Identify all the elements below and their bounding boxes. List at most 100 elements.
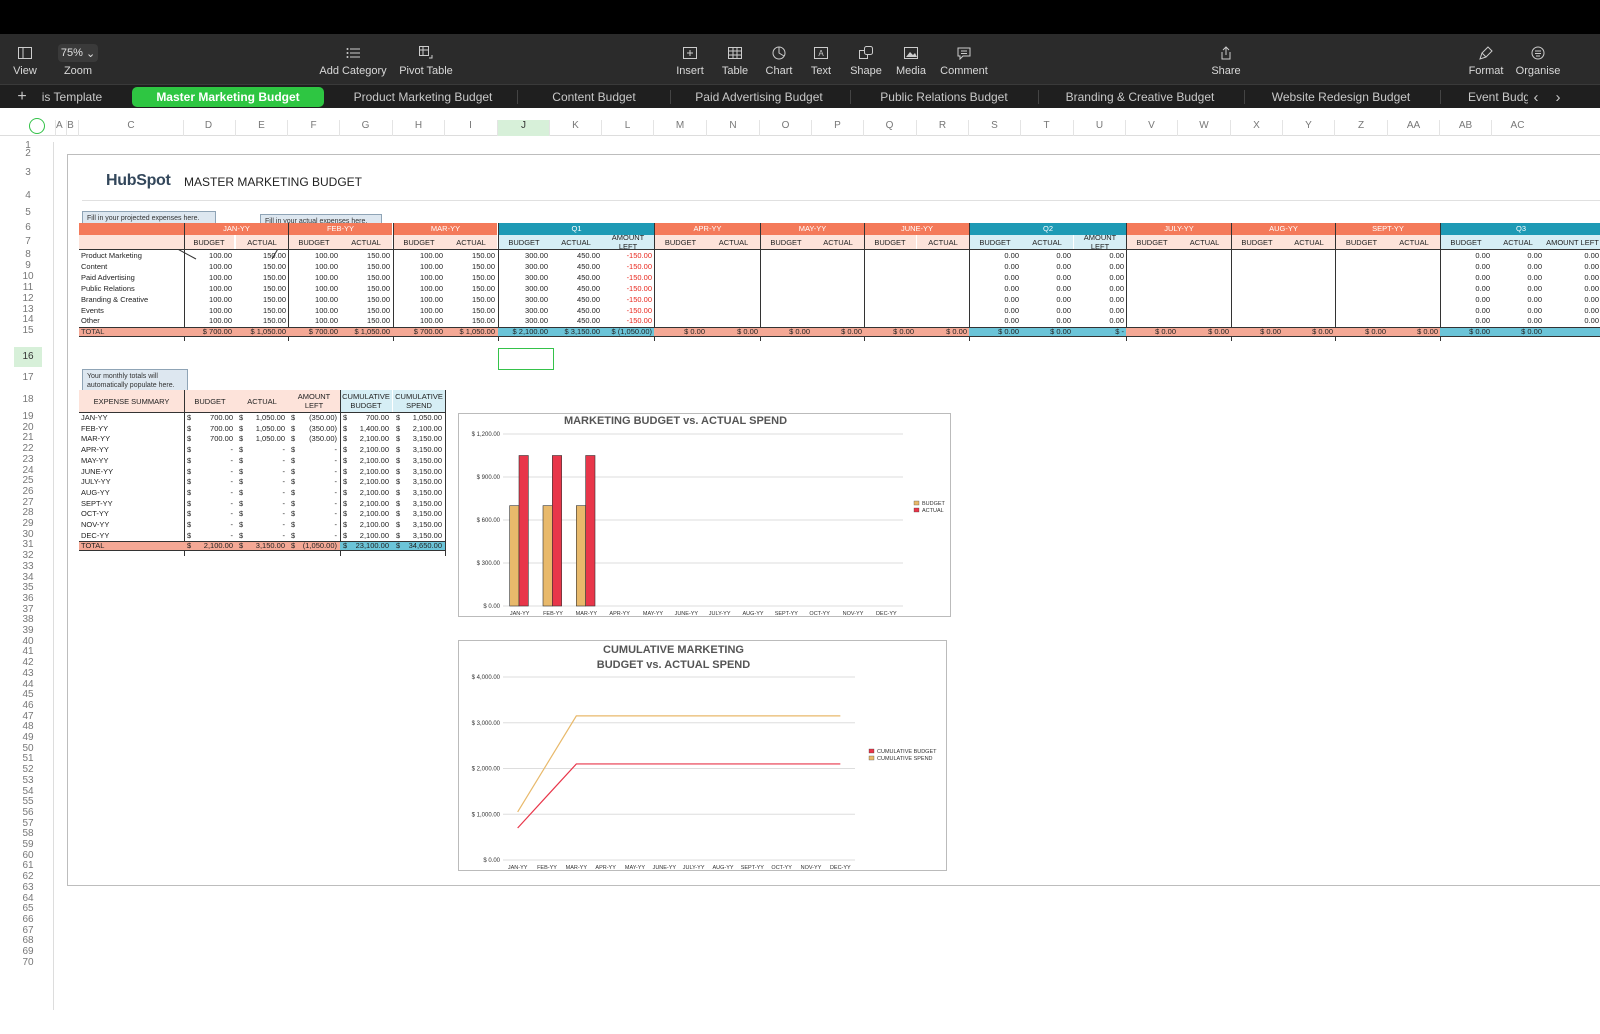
row-header-63[interactable]: 63 (22, 881, 34, 893)
row-header-20[interactable]: 20 (22, 421, 34, 433)
row-header-69[interactable]: 69 (22, 946, 34, 957)
row-header-29[interactable]: 29 (22, 518, 34, 529)
table-button[interactable]: Table (718, 34, 752, 84)
chevron-left-icon[interactable]: ‹ (1533, 88, 1539, 106)
row-header-62[interactable]: 62 (22, 871, 34, 883)
zoom-select[interactable]: 75% ⌄ (58, 44, 98, 62)
row-header-18[interactable]: 18 (22, 394, 34, 405)
tab-paid-advertising-budget[interactable]: Paid Advertising Budget (695, 90, 823, 104)
row-header-17[interactable]: 17 (22, 372, 34, 383)
column-header-c[interactable]: C (78, 120, 183, 136)
column-header-z[interactable]: Z (1334, 120, 1387, 136)
row-header-64[interactable]: 64 (22, 892, 34, 904)
column-header-j[interactable]: J (497, 120, 549, 136)
add-sheet-icon[interactable]: + (17, 88, 27, 105)
column-header-m[interactable]: M (653, 120, 706, 136)
row-header-25[interactable]: 25 (22, 475, 34, 487)
column-header-k[interactable]: K (549, 120, 601, 136)
column-header-u[interactable]: U (1073, 120, 1125, 136)
row-header-19[interactable]: 19 (22, 411, 34, 422)
column-header-x[interactable]: X (1230, 120, 1282, 136)
selected-cell[interactable] (498, 348, 554, 370)
tab-public-relations-budget[interactable]: Public Relations Budget (880, 90, 1008, 104)
organise-button[interactable]: Organise (1514, 34, 1562, 84)
comment-button[interactable]: Comment (938, 34, 990, 84)
zoom-control[interactable]: 75% ⌄ Zoom (56, 34, 100, 84)
row-header-40[interactable]: 40 (22, 635, 34, 647)
tab-template[interactable]: is Template (41, 90, 103, 104)
row-header-23[interactable]: 23 (22, 453, 34, 465)
shape-button[interactable]: Shape (847, 34, 885, 84)
row-header-32[interactable]: 32 (22, 550, 34, 562)
column-header-f[interactable]: F (287, 120, 339, 136)
tab-event-budget[interactable]: Event Budg (1468, 90, 1528, 104)
column-header-n[interactable]: N (706, 120, 759, 136)
row-header-65[interactable]: 65 (22, 903, 34, 915)
row-header-56[interactable]: 56 (22, 806, 34, 818)
row-header-61[interactable]: 61 (22, 860, 34, 872)
column-header-r[interactable]: R (916, 120, 968, 136)
row-header-70[interactable]: 70 (22, 956, 34, 968)
row-header-35[interactable]: 35 (22, 582, 34, 594)
row-header-1[interactable]: 1 (25, 140, 31, 151)
row-header-49[interactable]: 49 (22, 732, 34, 743)
column-header-d[interactable]: D (183, 120, 233, 136)
row-header-58[interactable]: 58 (22, 828, 34, 840)
tab-website-redesign-budget[interactable]: Website Redesign Budget (1271, 90, 1411, 104)
column-header-e[interactable]: E (235, 120, 287, 136)
column-header-o[interactable]: O (759, 120, 811, 136)
column-header-i[interactable]: I (444, 120, 496, 136)
chart-line-container[interactable]: CUMULATIVE MARKETING BUDGET vs. ACTUAL SP… (458, 640, 947, 871)
row-header-37[interactable]: 37 (22, 603, 34, 615)
tab-branding-creative-budget[interactable]: Branding & Creative Budget (1065, 90, 1215, 104)
sheet-canvas[interactable]: HubSpot MASTER MARKETING BUDGET Fill in yo… (67, 154, 1600, 886)
column-header-t[interactable]: T (1020, 120, 1072, 136)
row-header-24[interactable]: 24 (22, 464, 34, 476)
row-header-48[interactable]: 48 (22, 721, 34, 733)
row-header-2[interactable]: 2 (25, 148, 31, 159)
column-header-q[interactable]: Q (863, 120, 915, 136)
column-header-aa[interactable]: AA (1387, 120, 1439, 136)
column-header-ac[interactable]: AC (1491, 120, 1543, 136)
row-header-47[interactable]: 47 (22, 710, 34, 722)
row-header-7[interactable]: 7 (25, 236, 31, 247)
row-header-34[interactable]: 34 (22, 571, 34, 583)
row-header-31[interactable]: 31 (22, 539, 34, 551)
row-header-12[interactable]: 12 (22, 292, 34, 304)
row-header-41[interactable]: 41 (22, 646, 34, 658)
row-header-67[interactable]: 67 (22, 924, 34, 936)
row-header-66[interactable]: 66 (22, 913, 34, 925)
chart-bar-container[interactable]: MARKETING BUDGET vs. ACTUAL SPEND $ 0.00 $… (458, 413, 951, 617)
row-header-57[interactable]: 57 (22, 817, 34, 829)
column-header-l[interactable]: L (601, 120, 653, 136)
column-header-ab[interactable]: AB (1439, 120, 1491, 136)
column-header-w[interactable]: W (1177, 120, 1230, 136)
tab-product-marketing-budget[interactable]: Product Marketing Budget (353, 90, 493, 104)
row-header-46[interactable]: 46 (22, 699, 34, 711)
row-header-8[interactable]: 8 (25, 249, 31, 260)
column-header-y[interactable]: Y (1282, 120, 1334, 136)
row-header-21[interactable]: 21 (22, 432, 34, 444)
column-header-a[interactable]: A (55, 120, 63, 136)
row-header-42[interactable]: 42 (22, 657, 34, 669)
row-header-52[interactable]: 52 (22, 764, 34, 776)
column-header-v[interactable]: V (1125, 120, 1177, 136)
row-header-15[interactable]: 15 (22, 325, 34, 337)
column-header-h[interactable]: H (392, 120, 444, 136)
row-header-53[interactable]: 53 (22, 774, 34, 786)
row-header-43[interactable]: 43 (22, 667, 34, 679)
row-header-28[interactable]: 28 (22, 507, 34, 519)
column-header-g[interactable]: G (339, 120, 391, 136)
row-header-9[interactable]: 9 (25, 259, 31, 271)
chart-button[interactable]: Chart (762, 34, 796, 84)
row-header-22[interactable]: 22 (22, 443, 34, 455)
tab-content-budget[interactable]: Content Budget (552, 90, 636, 104)
pivot-table-button[interactable]: Pivot Table (396, 34, 456, 84)
column-header-b[interactable]: B (66, 120, 74, 136)
chevron-right-icon[interactable]: › (1555, 88, 1561, 106)
row-header-55[interactable]: 55 (22, 796, 34, 808)
row-header-3[interactable]: 3 (25, 167, 31, 178)
row-header-16[interactable]: 16 (14, 347, 42, 367)
row-header-10[interactable]: 10 (22, 270, 34, 282)
